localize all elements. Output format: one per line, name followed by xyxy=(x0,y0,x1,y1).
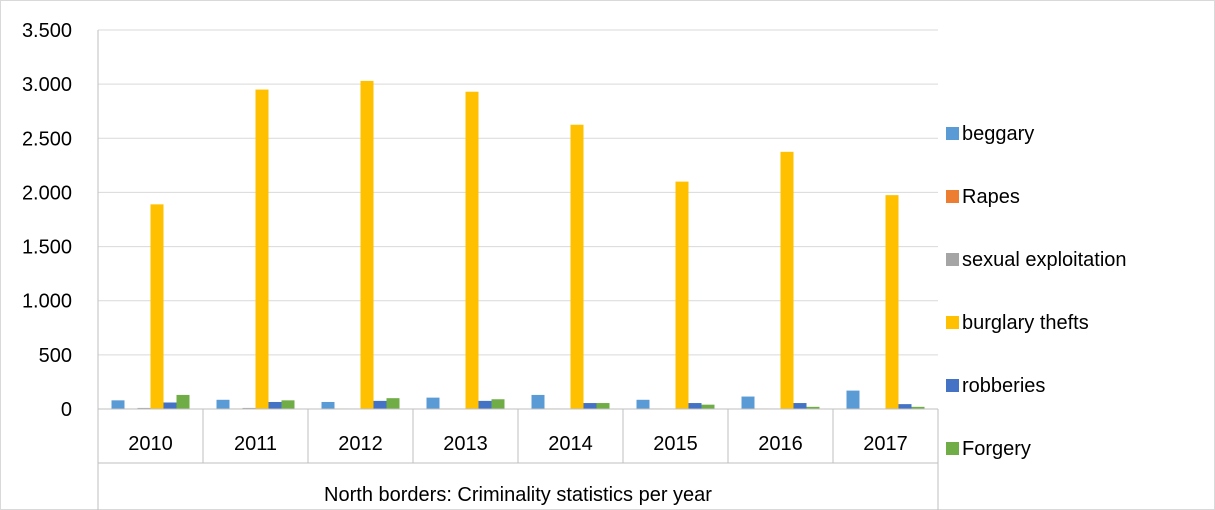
bars xyxy=(111,80,925,410)
legend-item-forgery: Forgery xyxy=(946,438,1031,460)
x-tick-label: 2015 xyxy=(653,433,698,455)
bar-forgery-2014 xyxy=(596,403,610,409)
bar-burglary-thefts-2017 xyxy=(885,195,899,409)
y-tick-label: 2.500 xyxy=(22,128,72,150)
bar-burglary-thefts-2012 xyxy=(360,80,374,409)
x-tick-label: 2013 xyxy=(443,433,488,455)
bar-robberies-2013 xyxy=(478,400,492,409)
y-tick-label: 500 xyxy=(39,345,72,367)
y-tick-label: 1.000 xyxy=(22,291,72,313)
x-tick-labels: 2010 2011 2012 2013 2014 2015 2016 2017 xyxy=(128,433,908,455)
bar-forgery-2013 xyxy=(491,399,505,409)
bar-beggary-2013 xyxy=(426,397,440,409)
bar-beggary-2010 xyxy=(111,400,125,409)
legend-item-robberies: robberies xyxy=(946,375,1045,397)
legend-item-burglary-thefts: burglary thefts xyxy=(946,312,1089,334)
bar-beggary-2012 xyxy=(321,401,335,409)
x-tick-label: 2011 xyxy=(234,433,277,455)
bar-robberies-2011 xyxy=(268,401,282,409)
legend-label: beggary xyxy=(962,123,1034,145)
bar-robberies-2016 xyxy=(793,403,807,409)
bar-forgery-2012 xyxy=(386,398,400,409)
bar-burglary-thefts-2016 xyxy=(780,151,794,410)
x-tick-label: 2012 xyxy=(338,433,383,455)
bar-robberies-2014 xyxy=(583,403,597,409)
legend-label: Rapes xyxy=(962,186,1020,208)
y-tick-label: 3.000 xyxy=(22,74,72,96)
y-tick-label: 3.500 xyxy=(22,20,72,42)
bar-burglary-thefts-2010 xyxy=(150,204,164,409)
bar-robberies-2012 xyxy=(373,400,387,409)
x-tick-label: 2016 xyxy=(758,433,803,455)
bar-robberies-2010 xyxy=(163,402,177,409)
x-tick-label: 2010 xyxy=(128,433,173,455)
legend-item-sexual-exploitation: sexual exploitation xyxy=(946,249,1127,271)
y-tick-label: 0 xyxy=(61,399,72,421)
bar-sexual-exploitation-2011 xyxy=(242,407,256,409)
y-tick-label: 2.000 xyxy=(22,182,72,204)
y-tick-labels: 0 500 1.000 1.500 2.000 2.500 3.000 3.500 xyxy=(22,20,72,421)
legend-label: sexual exploitation xyxy=(962,249,1127,271)
legend-item-rapes: Rapes xyxy=(946,186,1020,208)
legend-swatch xyxy=(946,190,959,203)
bar-burglary-thefts-2011 xyxy=(255,89,269,410)
bar-forgery-2016 xyxy=(806,406,820,409)
bar-robberies-2017 xyxy=(898,404,912,409)
grid-lines xyxy=(98,29,938,356)
legend: beggary Rapes sexual exploitation burglary … xyxy=(946,123,1127,460)
legend-label: Forgery xyxy=(962,438,1031,460)
bar-burglary-thefts-2013 xyxy=(465,91,479,410)
legend-swatch xyxy=(946,253,959,266)
bar-beggary-2014 xyxy=(531,394,545,409)
x-tick-label: 2017 xyxy=(863,433,908,455)
bar-beggary-2017 xyxy=(846,390,860,409)
bar-sexual-exploitation-2010 xyxy=(137,407,151,409)
legend-item-beggary: beggary xyxy=(946,123,1034,145)
y-tick-label: 1.500 xyxy=(22,237,72,259)
bar-beggary-2016 xyxy=(741,396,755,409)
legend-label: robberies xyxy=(962,375,1045,397)
legend-swatch xyxy=(946,442,959,455)
bar-forgery-2015 xyxy=(701,404,715,409)
bar-burglary-thefts-2015 xyxy=(675,181,689,409)
x-axis-title: North borders: Criminality statistics pe… xyxy=(324,484,712,506)
x-tick-label: 2014 xyxy=(548,433,593,455)
legend-swatch xyxy=(946,127,959,140)
bar-beggary-2015 xyxy=(636,399,650,409)
bar-forgery-2017 xyxy=(911,406,925,409)
legend-swatch xyxy=(946,379,959,392)
bar-forgery-2010 xyxy=(176,394,190,409)
bar-burglary-thefts-2014 xyxy=(570,124,584,409)
legend-label: burglary thefts xyxy=(962,312,1089,334)
bar-beggary-2011 xyxy=(216,399,230,409)
legend-swatch xyxy=(946,316,959,329)
bar-robberies-2015 xyxy=(688,403,702,409)
bar-forgery-2011 xyxy=(281,400,295,409)
axes xyxy=(97,30,939,510)
